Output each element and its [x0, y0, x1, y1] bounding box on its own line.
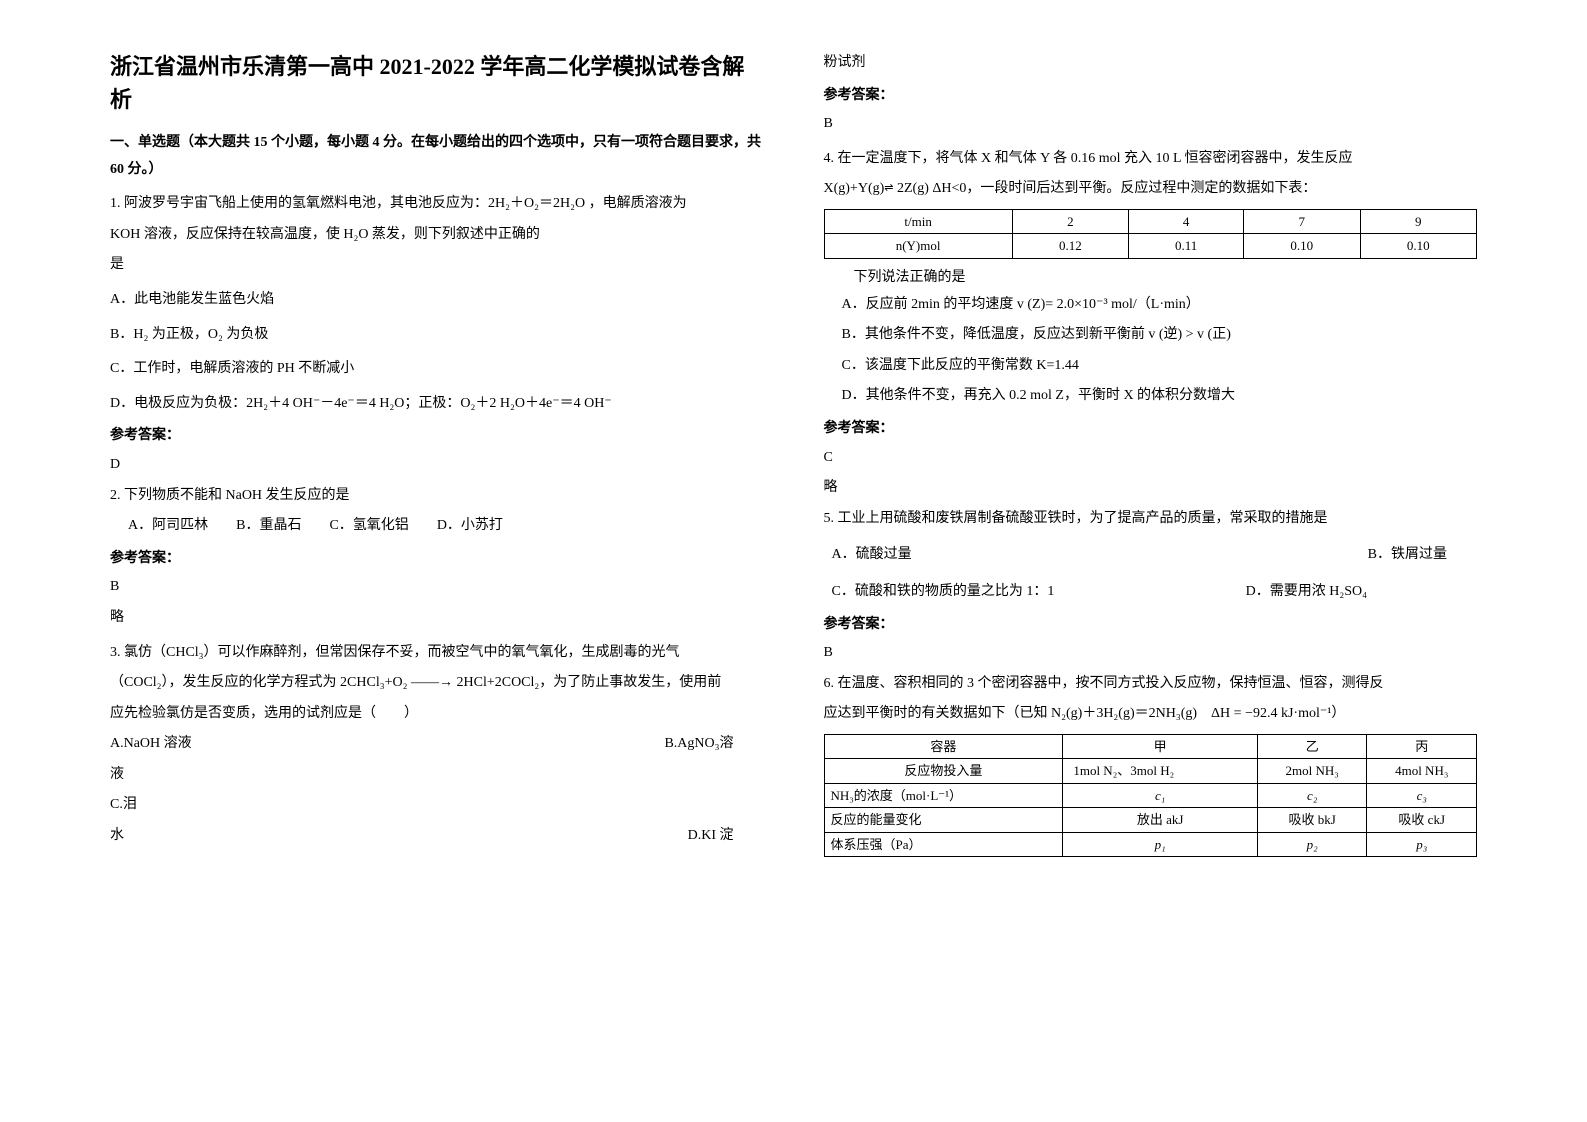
q3-line2-text: （COCl₂），发生反应的化学方程式为 2CHCl₃+O₂ ——→ 2HCl+2… [110, 675, 721, 690]
cell: 反应物投入量 [824, 759, 1063, 784]
cell: 乙 [1257, 734, 1367, 759]
section-1-heading: 一、单选题（本大题共 15 个小题，每小题 4 分。在每小题给出的四个选项中，只… [110, 130, 764, 183]
q4-data-table: t/min 2 4 7 9 n(Y)mol 0.12 0.11 0.10 0.1… [824, 209, 1478, 259]
cell: p₃ [1367, 832, 1477, 857]
cell: 0.10 [1360, 234, 1477, 259]
cell-val: p₁ [1155, 837, 1166, 852]
q1-opt-b: B．H₂ 为正极，O₂ 为负极 [110, 322, 764, 349]
q2-answer: B [110, 574, 764, 601]
cell: p₁ [1063, 832, 1258, 857]
cell-val: p₃ [1416, 837, 1427, 852]
q2: 2. 下列物质不能和 NaOH 发生反应的是 [110, 483, 764, 510]
q3-opt-b-cont: 液 [110, 762, 764, 789]
q3-line2: （COCl₂），发生反应的化学方程式为 2CHCl₃+O₂ ——→ 2HCl+2… [110, 670, 764, 697]
doc-title: 浙江省温州市乐清第一高中 2021-2022 学年高二化学模拟试卷含解析 [110, 50, 764, 116]
cell-val: c₃ [1417, 788, 1427, 803]
q5: 5. 工业上用硫酸和废铁屑制备硫酸亚铁时，为了提高产品的质量，常采取的措施是 [824, 506, 1478, 533]
q2-opt-c: C．氢氧化铝 [329, 513, 408, 540]
cell: 7 [1244, 209, 1360, 234]
q4-l2-a: X(g)+Y(g) [824, 181, 885, 196]
answer-label-3: 参考答案： [824, 83, 1478, 110]
q1-line2: KOH 溶液，反应保持在较高温度，使 H₂O 蒸发，则下列叙述中正确的 [110, 222, 764, 249]
table-row: 体系压强（Pa） p₁ p₂ p₃ [824, 832, 1477, 857]
q4-answer: C [824, 445, 1478, 472]
q4-opt-b: B．其他条件不变，降低温度，反应达到新平衡前 v (逆) > v (正) [842, 322, 1478, 349]
q4-opt-c: C．该温度下此反应的平衡常数 K=1.44 [842, 353, 1478, 380]
cell: 吸收 bkJ [1257, 808, 1367, 833]
table-row: 反应的能量变化 放出 akJ 吸收 bkJ 吸收 ckJ [824, 808, 1477, 833]
q1-line1: 1. 阿波罗号宇宙飞船上使用的氢氧燃料电池，其电池反应为：2H₂＋O₂＝2H₂O… [110, 191, 764, 218]
cell: 体系压强（Pa） [824, 832, 1063, 857]
cell: 0.11 [1129, 234, 1244, 259]
cell: 1mol N₂、3mol H₂ [1063, 759, 1258, 784]
cell: 0.10 [1244, 234, 1360, 259]
cell: 放出 akJ [1063, 808, 1258, 833]
q4-line1: 4. 在一定温度下，将气体 X 和气体 Y 各 0.16 mol 充入 10 L… [824, 146, 1478, 173]
q5-opt-c: C．硫酸和铁的物质的量之比为 1：1 [832, 579, 1055, 606]
q2-opt-d: D．小苏打 [437, 513, 503, 540]
q1-opt-d: D．电极反应为负极：2H₂＋4 OH⁻－4e⁻＝4 H₂O；正极：O₂＋2 H₂… [110, 391, 764, 418]
q4-note: 略 [824, 475, 1478, 502]
q1-line3: 是 [110, 252, 764, 279]
q4-caption: 下列说法正确的是 [854, 265, 1478, 292]
q6-line2: 应达到平衡时的有关数据如下（已知 N₂(g)＋3H₂(g)＝2NH₃(g) ΔH… [824, 701, 1478, 728]
q3-opt-c: C.泪 [110, 792, 764, 819]
table-row: t/min 2 4 7 9 [824, 209, 1477, 234]
table-row: n(Y)mol 0.12 0.11 0.10 0.10 [824, 234, 1477, 259]
cell: 吸收 ckJ [1367, 808, 1477, 833]
q6-line1: 6. 在温度、容积相同的 3 个密闭容器中，按不同方式投入反应物，保持恒温、恒容… [824, 671, 1478, 698]
q3-opt-d-right: D.KI 淀 [688, 823, 734, 850]
cell: t/min [824, 209, 1012, 234]
cell: 0.12 [1012, 234, 1128, 259]
answer-label-1: 参考答案： [110, 423, 764, 450]
cell: n(Y)mol [824, 234, 1012, 259]
cell: c₂ [1257, 783, 1367, 808]
q5-opt-b: B．铁屑过量 [1368, 542, 1447, 569]
cell: 4mol NH₃ [1367, 759, 1477, 784]
q1-opt-c: C．工作时，电解质溶液的 PH 不断减小 [110, 356, 764, 383]
q6-data-table: 容器 甲 乙 丙 反应物投入量 1mol N₂、3mol H₂ 2mol NH₃… [824, 734, 1478, 858]
cell: 9 [1360, 209, 1477, 234]
q2-opt-a: A．阿司匹林 [128, 513, 208, 540]
cell: 2mol NH₃ [1257, 759, 1367, 784]
answer-label-2: 参考答案： [110, 546, 764, 573]
q4-line2: X(g)+Y(g)⇌ 2Z(g) ΔH<0，一段时间后达到平衡。反应过程中测定的… [824, 176, 1478, 203]
right-top-fragment: 粉试剂 [824, 50, 1478, 77]
cell: 反应的能量变化 [824, 808, 1063, 833]
table-row: 反应物投入量 1mol N₂、3mol H₂ 2mol NH₃ 4mol NH₃ [824, 759, 1477, 784]
cell-val: c₁ [1155, 788, 1165, 803]
q5-opt-a: A．硫酸过量 [832, 542, 912, 569]
q3-opt-b: B.AgNO₃溶 [664, 731, 733, 758]
q4-opt-a: A．反应前 2min 的平均速度 v (Z)= 2.0×10⁻³ mol/（L·… [842, 292, 1478, 319]
equilibrium-arrow-icon: ⇌ [884, 182, 893, 194]
q4-l2-b: 2Z(g) ΔH<0，一段时间后达到平衡。反应过程中测定的数据如下表： [893, 181, 1316, 196]
q3-opt-d-left: 水 [110, 823, 124, 850]
q1-opt-a: A．此电池能发生蓝色火焰 [110, 287, 764, 314]
q3-line3: 应先检验氯仿是否变质，选用的试剂应是（ ） [110, 701, 764, 728]
table-row: 容器 甲 乙 丙 [824, 734, 1477, 759]
cell: 4 [1129, 209, 1244, 234]
answer-label-4: 参考答案： [824, 416, 1478, 443]
q3-answer: B [824, 111, 1478, 138]
q1-answer: D [110, 452, 764, 479]
answer-label-5: 参考答案： [824, 612, 1478, 639]
cell-val: c₂ [1307, 788, 1317, 803]
q2-note: 略 [110, 605, 764, 632]
q5-answer: B [824, 640, 1478, 667]
cell: 甲 [1063, 734, 1258, 759]
cell-val: p₂ [1307, 837, 1318, 852]
q3-line1: 3. 氯仿（CHCl₃）可以作麻醉剂，但常因保存不妥，而被空气中的氧气氧化，生成… [110, 640, 764, 667]
q3-opt-a: A.NaOH 溶液 [110, 731, 192, 758]
cell: NH₃的浓度（mol·L⁻¹） [824, 783, 1063, 808]
q2-opt-b: B．重晶石 [236, 513, 301, 540]
table-row: NH₃的浓度（mol·L⁻¹） c₁ c₂ c₃ [824, 783, 1477, 808]
cell: c₃ [1367, 783, 1477, 808]
cell: c₁ [1063, 783, 1258, 808]
cell: 容器 [824, 734, 1063, 759]
cell: 丙 [1367, 734, 1477, 759]
q4-opt-d: D．其他条件不变，再充入 0.2 mol Z，平衡时 X 的体积分数增大 [842, 383, 1478, 410]
cell: p₂ [1257, 832, 1367, 857]
q5-opt-d: D．需要用浓 H₂SO₄ [1246, 579, 1367, 606]
cell: 2 [1012, 209, 1128, 234]
